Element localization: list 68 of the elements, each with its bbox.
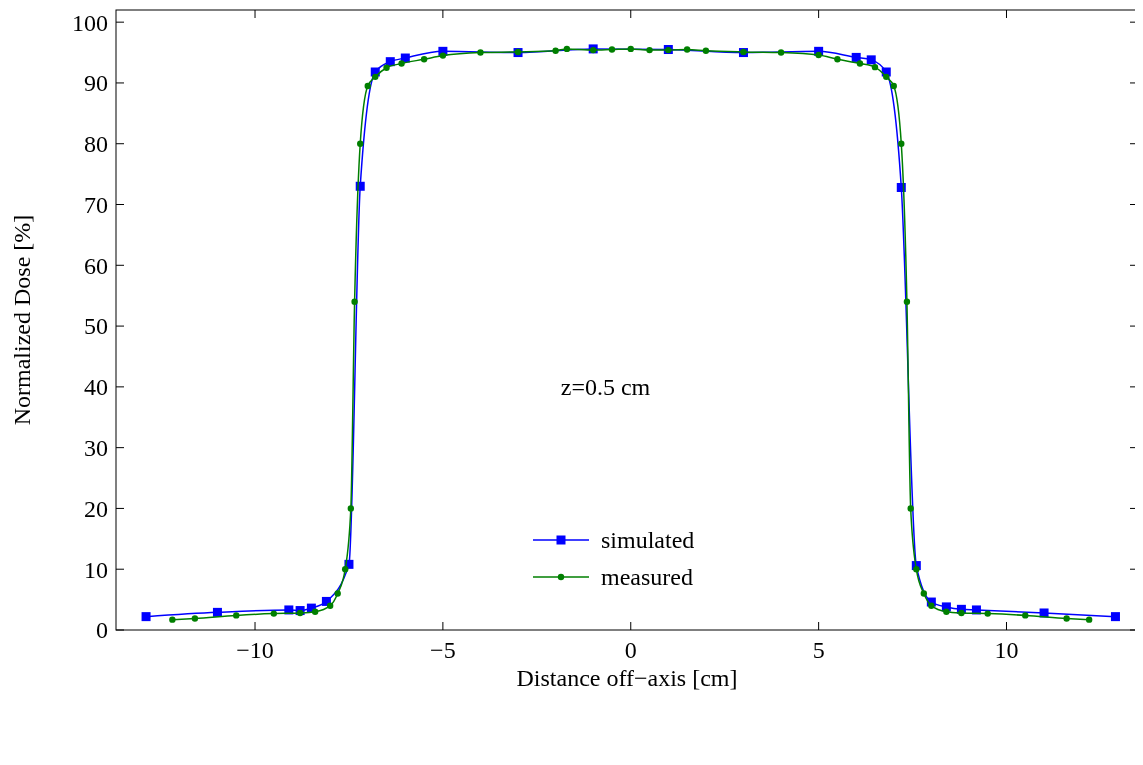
point bbox=[347, 505, 355, 512]
point bbox=[1110, 612, 1120, 622]
point bbox=[907, 505, 914, 512]
point bbox=[871, 63, 879, 71]
point bbox=[1085, 616, 1093, 623]
point bbox=[815, 51, 822, 59]
point bbox=[928, 602, 935, 609]
point bbox=[627, 45, 634, 53]
point bbox=[326, 602, 334, 609]
point bbox=[866, 55, 876, 65]
x-axis-title: Distance off−axis [cm] bbox=[516, 665, 738, 691]
point bbox=[372, 73, 379, 81]
point bbox=[834, 56, 841, 63]
y-tick-label: 10 bbox=[84, 556, 108, 583]
x-tick-label: −5 bbox=[430, 637, 456, 663]
point bbox=[913, 566, 920, 573]
point bbox=[169, 616, 176, 623]
point bbox=[984, 610, 991, 617]
y-axis-title: Normalized Dose [%] bbox=[9, 214, 35, 426]
point bbox=[334, 590, 341, 597]
y-tick-label: 50 bbox=[84, 313, 108, 340]
point bbox=[439, 52, 447, 59]
point bbox=[420, 56, 428, 63]
point bbox=[477, 49, 484, 56]
y-tick-label: 100 bbox=[72, 9, 108, 36]
x-tick-label: −10 bbox=[236, 637, 274, 663]
y-tick-label: 80 bbox=[84, 131, 108, 158]
x-tick-label: 10 bbox=[994, 637, 1019, 663]
y-tick-label: 70 bbox=[84, 191, 108, 218]
point bbox=[270, 610, 278, 617]
point bbox=[398, 60, 405, 67]
y-tick-label: 40 bbox=[84, 374, 108, 401]
point bbox=[890, 82, 897, 90]
point bbox=[311, 608, 319, 615]
point bbox=[1022, 612, 1029, 619]
point bbox=[903, 298, 911, 305]
point bbox=[552, 47, 559, 54]
point bbox=[191, 615, 199, 622]
point bbox=[233, 612, 240, 619]
y-tick-label: 30 bbox=[84, 435, 108, 462]
point bbox=[898, 140, 905, 147]
annotation: z=0.5 cm bbox=[560, 373, 651, 400]
point bbox=[383, 64, 390, 71]
point bbox=[608, 46, 616, 53]
y-tick-label: 20 bbox=[84, 495, 108, 522]
legend-label: simulated bbox=[601, 527, 695, 554]
legend-label: measured bbox=[601, 564, 693, 591]
y-tick-label: 60 bbox=[84, 252, 108, 279]
point bbox=[342, 566, 349, 573]
point bbox=[364, 82, 371, 90]
point bbox=[563, 45, 571, 53]
point bbox=[883, 73, 890, 81]
x-tick-label: 0 bbox=[624, 637, 637, 663]
point bbox=[943, 608, 950, 615]
point bbox=[920, 590, 928, 597]
point bbox=[777, 49, 785, 56]
point bbox=[141, 612, 151, 622]
point bbox=[958, 609, 965, 617]
y-tick-label: 0 bbox=[96, 617, 108, 644]
point bbox=[646, 46, 653, 54]
point bbox=[1063, 615, 1070, 622]
point bbox=[357, 140, 364, 147]
point bbox=[702, 47, 710, 54]
point bbox=[683, 46, 691, 53]
y-tick-label: 90 bbox=[84, 70, 108, 97]
x-tick-label: 5 bbox=[812, 637, 825, 663]
point bbox=[856, 60, 864, 67]
point bbox=[351, 298, 358, 305]
